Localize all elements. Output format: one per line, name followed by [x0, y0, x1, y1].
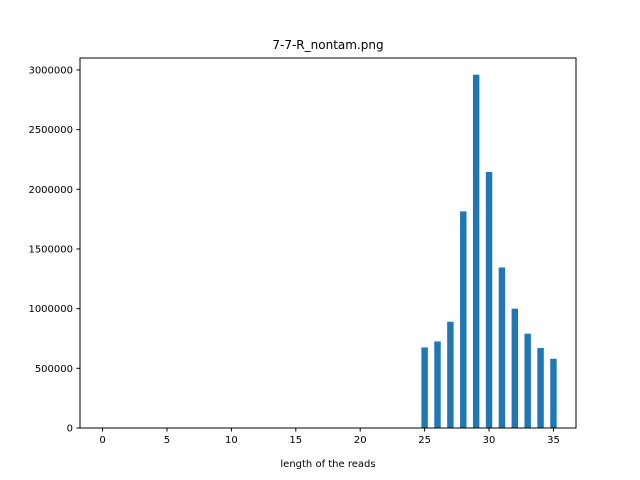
x-tick-label: 5	[164, 435, 170, 446]
bars-group	[421, 74, 557, 428]
y-axis-ticks: 0 500000 1000000 1500000 2000000 2500000 30000…	[28, 65, 80, 435]
y-tick-label: 1500000	[28, 244, 73, 255]
y-tick-label: 2000000	[28, 185, 73, 196]
x-axis-label: length of the reads	[280, 459, 375, 470]
y-tick-label: 500000	[35, 364, 73, 375]
x-tick-label: 10	[225, 435, 238, 446]
y-tick-label: 1000000	[28, 304, 73, 315]
bar-len-25	[421, 347, 428, 428]
bar-len-28	[460, 211, 467, 428]
y-tick-label: 0	[67, 424, 73, 435]
y-tick-label: 2500000	[28, 125, 73, 136]
x-axis-ticks: 0 5 10 15 20 25 30 35	[99, 428, 560, 446]
bar-len-35	[550, 358, 557, 428]
bar-len-32	[511, 308, 519, 428]
x-tick-label: 35	[547, 435, 560, 446]
y-tick-label: 3000000	[28, 65, 73, 76]
plot-frame	[79, 57, 577, 429]
bar-len-29	[472, 74, 480, 428]
bar-len-33	[524, 333, 531, 428]
x-tick-label: 30	[483, 435, 496, 446]
x-tick-label: 0	[99, 435, 105, 446]
x-tick-label: 15	[289, 435, 302, 446]
bar-len-30	[485, 171, 493, 428]
bar-len-34	[537, 348, 544, 428]
bar-len-26	[434, 341, 441, 428]
x-tick-label: 20	[354, 435, 367, 446]
chart-title: 7-7-R_nontam.png	[272, 38, 383, 52]
bar-len-27	[447, 321, 454, 428]
x-tick-label: 25	[418, 435, 431, 446]
bar-len-31	[498, 267, 506, 428]
